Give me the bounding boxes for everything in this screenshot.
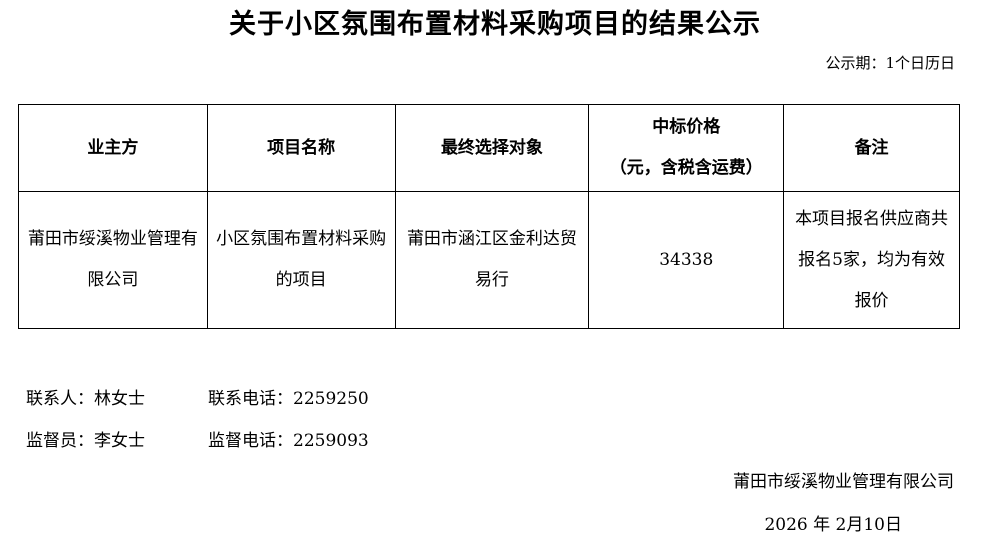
signature-company: 莆田市绥溪物业管理有限公司 xyxy=(733,472,954,492)
header-price-line1: 中标价格 xyxy=(652,117,721,137)
signature-date: 2026 年 2月10日 xyxy=(764,515,902,535)
contact-person: 联系人：林女士 xyxy=(26,389,145,409)
publicity-period: 公示期：1个日历日 xyxy=(825,54,955,72)
cell-project-name: 小区氛围布置材料采购的项目 xyxy=(206,191,396,329)
header-remarks: 备注 xyxy=(783,104,960,192)
table-header-row: 业主方 项目名称 最终选择对象 中标价格 （元，含税含运费） 备注 xyxy=(18,104,960,192)
header-project-name: 项目名称 xyxy=(206,104,396,192)
header-selected-vendor: 最终选择对象 xyxy=(394,104,590,192)
cell-selected-vendor: 莆田市涵江区金利达贸易行 xyxy=(394,191,590,329)
table-row: 莆田市绥溪物业管理有限公司 小区氛围布置材料采购的项目 莆田市涵江区金利达贸易行… xyxy=(18,191,960,329)
page-title: 关于小区氛围布置材料采购项目的结果公示 xyxy=(229,9,761,40)
cell-price: 34338 xyxy=(588,191,785,329)
result-table: 业主方 项目名称 最终选择对象 中标价格 （元，含税含运费） 备注 莆田市绥溪物业… xyxy=(18,104,960,329)
contact-phone: 联系电话：2259250 xyxy=(208,389,369,409)
cell-remarks: 本项目报名供应商共报名5家，均为有效报价 xyxy=(783,191,960,329)
supervisor-phone: 监督电话：2259093 xyxy=(208,431,369,451)
cell-owner: 莆田市绥溪物业管理有限公司 xyxy=(18,191,208,329)
header-price-line2: （元，含税含运费） xyxy=(609,158,763,178)
supervisor-person: 监督员：李女士 xyxy=(26,431,145,451)
header-price: 中标价格 （元，含税含运费） xyxy=(588,104,785,192)
header-owner: 业主方 xyxy=(18,104,208,192)
